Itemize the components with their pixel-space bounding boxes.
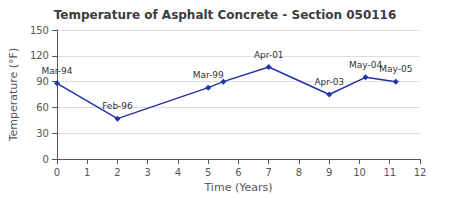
svg-text:11: 11 [383, 167, 396, 178]
svg-text:9: 9 [326, 167, 332, 178]
svg-text:May-05: May-05 [379, 64, 412, 74]
svg-text:90: 90 [36, 76, 49, 87]
svg-text:7: 7 [266, 167, 272, 178]
svg-text:4: 4 [175, 167, 181, 178]
svg-text:6: 6 [235, 167, 241, 178]
svg-text:8: 8 [296, 167, 302, 178]
svg-text:0: 0 [54, 167, 60, 178]
svg-text:Mar-99: Mar-99 [193, 70, 224, 80]
svg-text:60: 60 [36, 102, 49, 113]
svg-text:Mar-94: Mar-94 [41, 66, 72, 76]
svg-text:Temperature of Asphalt Concret: Temperature of Asphalt Concrete - Sectio… [54, 8, 397, 22]
svg-text:Apr-01: Apr-01 [254, 50, 284, 60]
svg-text:30: 30 [36, 128, 49, 139]
svg-text:Time (Years): Time (Years) [203, 181, 272, 194]
svg-text:Feb-96: Feb-96 [102, 101, 133, 111]
svg-text:1: 1 [84, 167, 90, 178]
svg-text:5: 5 [205, 167, 211, 178]
svg-text:Apr-03: Apr-03 [314, 77, 344, 87]
svg-text:Temperature (°F): Temperature (°F) [7, 48, 20, 143]
svg-text:12: 12 [414, 167, 427, 178]
svg-text:3: 3 [145, 167, 151, 178]
svg-text:2: 2 [114, 167, 120, 178]
svg-text:120: 120 [30, 50, 49, 61]
svg-text:10: 10 [353, 167, 366, 178]
svg-text:150: 150 [30, 25, 49, 36]
svg-text:0: 0 [43, 154, 49, 165]
svg-text:May-04: May-04 [349, 60, 382, 70]
